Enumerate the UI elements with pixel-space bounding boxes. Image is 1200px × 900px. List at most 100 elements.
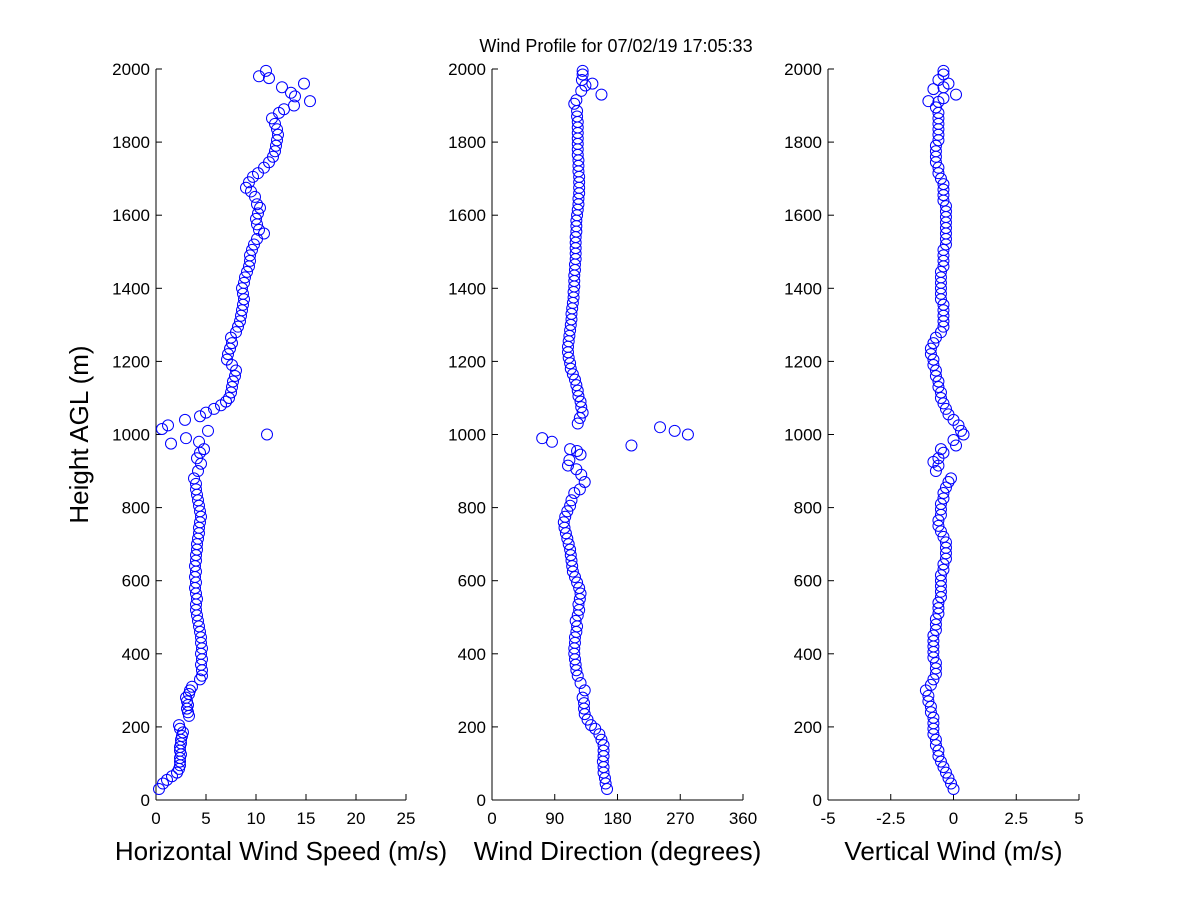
- data-point: [937, 304, 950, 317]
- data-point: [180, 691, 192, 704]
- data-point: [950, 439, 963, 452]
- data-point: [932, 596, 945, 609]
- data-point: [942, 408, 955, 421]
- data-point: [246, 243, 258, 256]
- data-point: [186, 680, 198, 693]
- y-tick-label: 1200: [448, 352, 486, 371]
- y-tick-label: 1200: [112, 352, 150, 371]
- data-point: [597, 739, 610, 752]
- data-point: [939, 200, 952, 213]
- data-point: [221, 353, 233, 366]
- data-point: [934, 386, 947, 399]
- data-point: [156, 423, 168, 436]
- data-point: [177, 726, 189, 739]
- data-point: [922, 695, 935, 708]
- data-point: [939, 481, 952, 494]
- data-point: [569, 614, 582, 627]
- data-point: [927, 359, 940, 372]
- data-point: [236, 282, 248, 295]
- data-point: [180, 432, 192, 445]
- data-point: [269, 117, 281, 130]
- data-point: [934, 391, 947, 404]
- y-tick-label: 600: [794, 572, 822, 591]
- data-point: [289, 90, 301, 103]
- data-point: [932, 112, 945, 125]
- data-point: [937, 64, 950, 77]
- x-tick-label: 5: [201, 809, 210, 828]
- data-point: [575, 401, 588, 414]
- figure-title: Wind Profile for 07/02/19 17:05:33: [479, 36, 752, 56]
- data-point: [578, 684, 591, 697]
- data-point: [932, 161, 945, 174]
- x-tick-label: 2.5: [1004, 809, 1028, 828]
- data-point: [239, 271, 251, 284]
- data-point: [586, 77, 599, 90]
- data-point: [668, 424, 681, 437]
- data-point: [179, 413, 191, 426]
- data-point: [561, 532, 574, 545]
- y-tick-label: 1400: [112, 279, 150, 298]
- y-tick-label: 800: [122, 499, 150, 518]
- data-point: [183, 709, 195, 722]
- data-point: [937, 530, 950, 543]
- data-point: [165, 437, 177, 450]
- data-point: [937, 243, 950, 256]
- data-point: [174, 722, 186, 735]
- data-point: [929, 145, 942, 158]
- data-point: [188, 472, 200, 485]
- data-point: [929, 101, 942, 114]
- data-point: [182, 698, 194, 711]
- data-point: [939, 205, 952, 218]
- data-point: [922, 95, 935, 108]
- data-point: [208, 402, 220, 415]
- data-point: [942, 772, 955, 785]
- data-point: [253, 70, 265, 83]
- data-point: [254, 201, 266, 214]
- y-tick-label: 1400: [784, 279, 822, 298]
- data-point: [932, 602, 945, 615]
- data-point: [260, 64, 272, 77]
- x-tick-label: -5: [820, 809, 835, 828]
- data-point: [271, 123, 283, 136]
- data-point: [575, 73, 588, 86]
- scatter-series: [153, 64, 316, 796]
- data-point: [564, 443, 577, 456]
- data-point: [937, 486, 950, 499]
- data-point: [957, 428, 970, 441]
- data-point: [924, 700, 937, 713]
- data-point: [934, 755, 947, 768]
- data-point: [929, 139, 942, 152]
- data-point: [298, 77, 310, 90]
- data-point: [654, 421, 667, 434]
- data-point: [183, 688, 195, 701]
- data-point: [927, 673, 940, 686]
- data-point: [157, 777, 169, 790]
- data-point: [571, 444, 584, 457]
- x-axis-label: Wind Direction (degrees): [474, 836, 762, 866]
- data-point: [173, 719, 185, 732]
- data-point: [927, 711, 940, 724]
- x-tick-label: 0: [949, 809, 958, 828]
- data-point: [251, 198, 263, 211]
- data-point: [561, 505, 574, 518]
- data-point: [595, 733, 608, 746]
- x-tick-label: 0: [487, 809, 496, 828]
- data-point: [950, 88, 963, 101]
- y-tick-label: 1800: [448, 133, 486, 152]
- data-point: [252, 207, 264, 220]
- data-point: [227, 375, 239, 388]
- data-point: [253, 223, 265, 236]
- data-point: [263, 72, 275, 85]
- data-point: [232, 320, 244, 333]
- data-point: [932, 519, 945, 532]
- data-point: [181, 695, 193, 708]
- y-tick-label: 200: [794, 718, 822, 737]
- y-tick-label: 200: [122, 718, 150, 737]
- data-point: [937, 446, 950, 459]
- y-tick-label: 0: [813, 791, 822, 810]
- y-tick-label: 1600: [784, 206, 822, 225]
- data-point: [937, 492, 950, 505]
- data-point: [937, 558, 950, 571]
- data-point: [578, 476, 591, 489]
